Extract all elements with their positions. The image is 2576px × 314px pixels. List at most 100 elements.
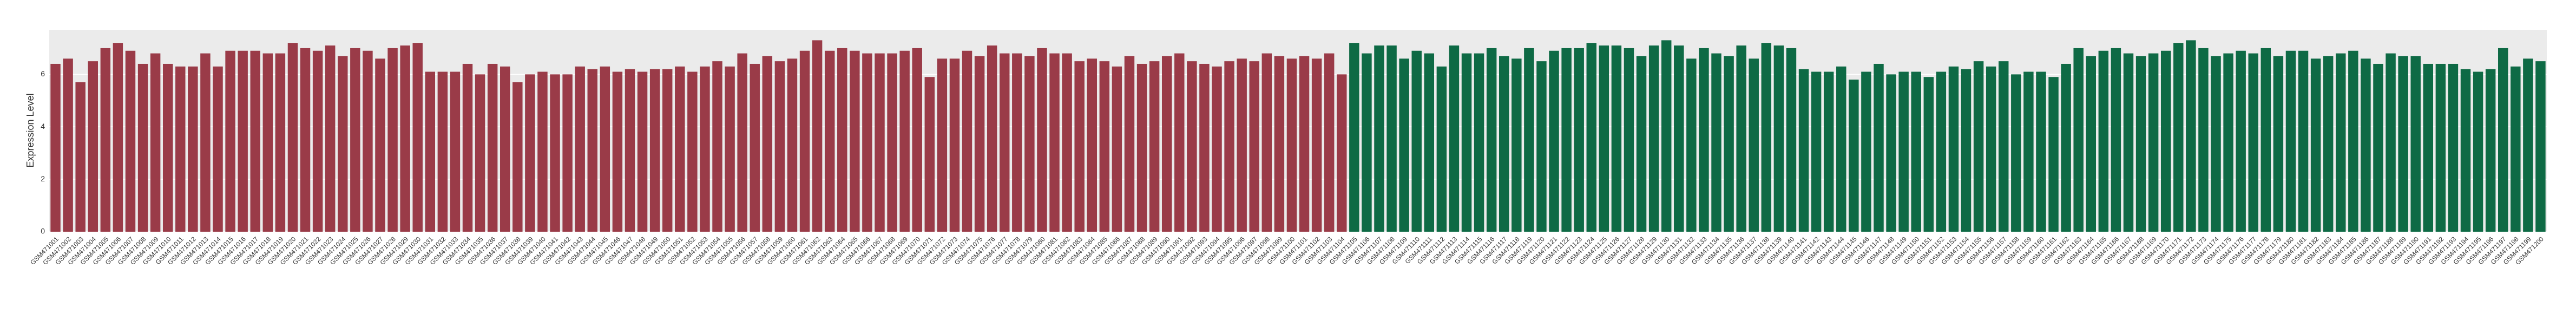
y-axis-label: Expression Level [25,93,36,167]
bar [2061,63,2071,232]
bar [750,63,760,232]
bar [912,48,922,232]
bar [1099,61,1110,232]
bar [1811,71,1822,232]
bar [2398,56,2408,232]
bar [1449,45,1460,232]
bar [774,61,785,232]
bar [2498,48,2508,232]
bar [587,69,597,232]
bar [1561,48,1572,232]
bar [1586,43,1596,232]
bar [2410,56,2421,232]
bar [300,48,311,232]
bar [1362,53,1372,232]
bar [2148,53,2159,232]
bar [1549,50,1559,232]
bar [1436,66,1447,232]
bar [2448,63,2459,232]
bar [2236,50,2246,232]
bar [2111,48,2121,232]
bar [1286,58,1297,232]
bar [537,71,548,232]
bar [225,50,235,232]
bar [500,66,510,232]
bar [1299,56,1310,232]
bar [762,56,773,232]
bar [275,53,286,232]
bar [2386,53,2396,232]
bar [1161,56,1172,232]
bar [1836,66,1846,232]
bar [1874,63,1884,232]
bar [2336,53,2346,232]
bar [512,82,523,232]
bar [2460,69,2471,232]
bar [1686,58,1697,232]
bar [662,69,673,232]
bar [525,74,535,232]
bar [2523,58,2533,232]
bar [1886,74,1896,232]
bar [1024,56,1035,232]
bar [387,48,398,232]
bar [175,66,186,232]
bar [1711,53,1721,232]
bar [162,63,173,232]
bar [1199,63,1210,232]
bar [1149,61,1160,232]
bar [737,53,747,232]
bar [700,66,710,232]
bar [2073,48,2084,232]
bar [612,71,623,232]
bar [787,58,798,232]
bar [2198,48,2209,232]
bar [1324,53,1335,232]
bar [2248,53,2258,232]
bar [649,69,660,232]
bar [1337,74,1347,232]
bar [1461,53,1472,232]
bar [949,58,960,232]
bar [2098,50,2109,232]
bar [2135,56,2146,232]
bar [1948,66,1959,232]
bar [974,56,985,232]
bar [63,58,73,232]
bar [475,74,485,232]
bar [350,48,360,232]
bar [1311,58,1322,232]
bar [450,71,461,232]
bar [1212,66,1222,232]
bar [2373,63,2383,232]
bar [88,61,98,232]
bar [1112,66,1122,232]
bar [1187,61,1197,232]
bar [987,45,997,232]
bar [287,43,298,232]
bar [2298,50,2309,232]
bar [1399,58,1409,232]
bar [2348,50,2358,232]
bar [875,53,885,232]
bar [712,61,722,232]
bar [1486,48,1497,232]
bar [575,66,585,232]
bar [1923,77,1934,232]
bar [1524,48,1534,232]
bar [1898,71,1909,232]
bar [1861,71,1871,232]
bar [1049,53,1060,232]
bar [1624,48,1634,232]
bar [363,50,373,232]
bar [425,71,436,232]
bar [1736,45,1746,232]
bar [1274,56,1285,232]
bar [1749,58,1759,232]
bar [850,50,860,232]
bar [1037,48,1047,232]
bar [675,66,685,232]
bar [1062,53,1072,232]
bar [1599,45,1609,232]
bar [2086,56,2096,232]
